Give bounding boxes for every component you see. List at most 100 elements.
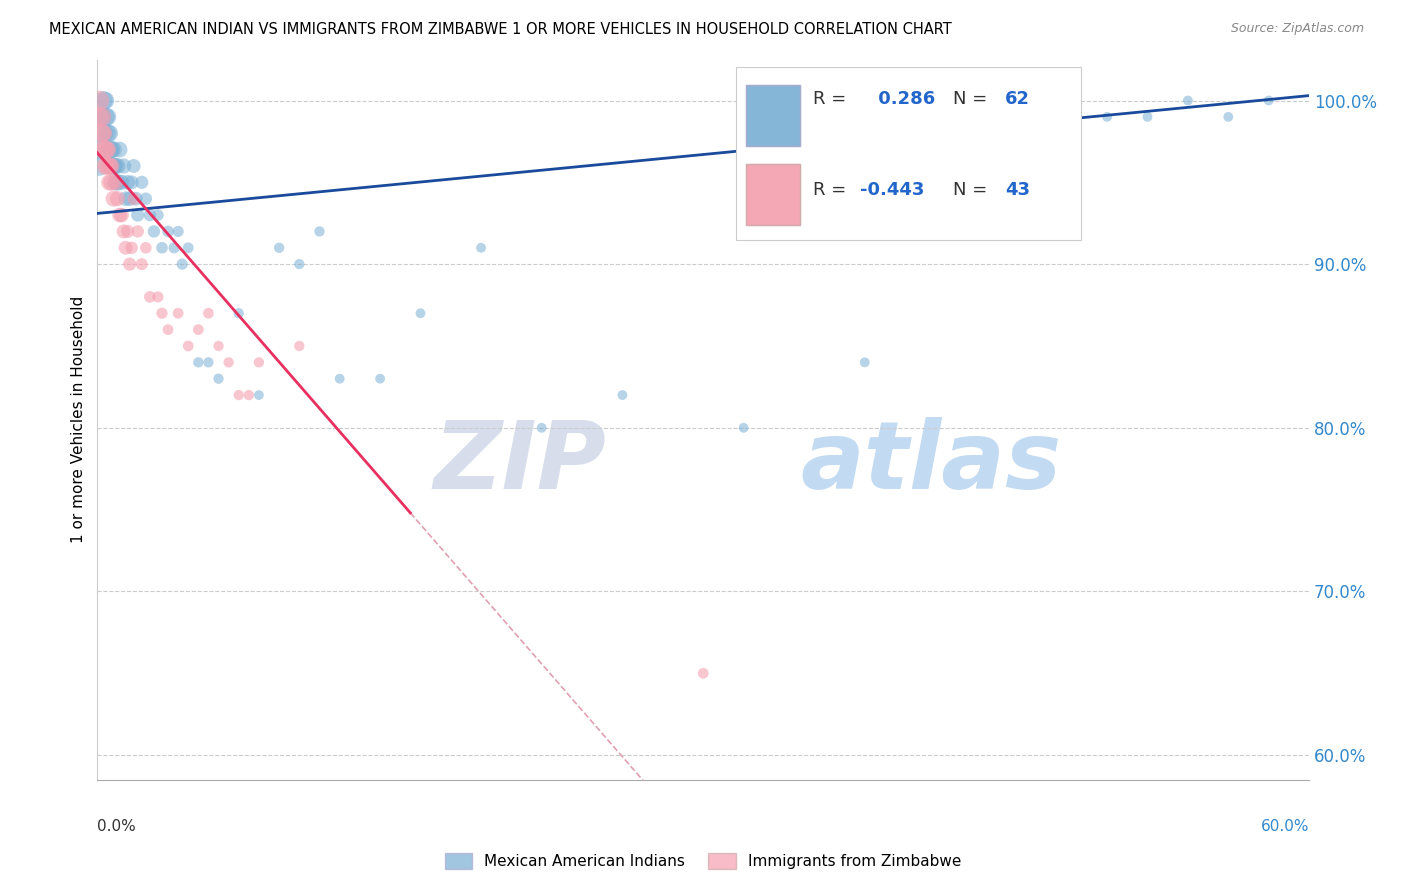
Point — [127, 208, 149, 222]
Point — [218, 355, 240, 369]
FancyBboxPatch shape — [745, 164, 800, 225]
Point — [96, 110, 118, 124]
Point — [163, 241, 186, 255]
Point — [368, 372, 391, 386]
Point — [409, 306, 432, 320]
Point — [90, 143, 112, 157]
Point — [308, 224, 330, 238]
Point — [1218, 110, 1240, 124]
Point — [90, 126, 112, 140]
Point — [89, 110, 111, 124]
Point — [104, 175, 127, 189]
Point — [167, 306, 190, 320]
Point — [118, 257, 141, 271]
Point — [146, 290, 169, 304]
Point — [98, 159, 121, 173]
Text: 62: 62 — [1005, 90, 1031, 108]
Point — [103, 192, 125, 206]
Point — [150, 241, 173, 255]
Point — [288, 339, 311, 353]
Point — [108, 208, 131, 222]
Point — [1177, 94, 1199, 108]
Point — [127, 224, 149, 238]
Point — [107, 159, 129, 173]
Point — [150, 306, 173, 320]
Point — [108, 143, 131, 157]
Point — [197, 306, 219, 320]
Point — [733, 421, 755, 435]
Point — [90, 110, 112, 124]
Point — [142, 224, 165, 238]
Point — [94, 94, 117, 108]
Point — [121, 241, 143, 255]
Point — [100, 175, 122, 189]
Point — [135, 192, 157, 206]
Point — [114, 241, 136, 255]
Point — [107, 175, 129, 189]
Point — [197, 355, 219, 369]
Point — [93, 126, 115, 140]
Text: N =: N = — [953, 90, 993, 108]
Point — [110, 175, 132, 189]
Point — [269, 241, 291, 255]
Point — [146, 208, 169, 222]
Text: R =: R = — [814, 90, 852, 108]
Point — [228, 388, 250, 402]
Text: 60.0%: 60.0% — [1261, 819, 1309, 834]
Text: atlas: atlas — [800, 417, 1062, 508]
Point — [135, 241, 157, 255]
Point — [112, 224, 135, 238]
Point — [89, 94, 111, 108]
Text: 0.0%: 0.0% — [97, 819, 136, 834]
Point — [98, 175, 121, 189]
Point — [131, 257, 153, 271]
Point — [207, 339, 229, 353]
Point — [98, 126, 121, 140]
Point — [96, 126, 118, 140]
Point — [93, 94, 115, 108]
Text: ZIP: ZIP — [433, 417, 606, 508]
Point — [93, 143, 115, 157]
Point — [104, 175, 127, 189]
Point — [121, 175, 143, 189]
Point — [247, 388, 270, 402]
Point — [247, 355, 270, 369]
Point — [131, 175, 153, 189]
Point — [1136, 110, 1159, 124]
Point — [100, 143, 122, 157]
Point — [118, 192, 141, 206]
Point — [117, 224, 139, 238]
Text: -0.443: -0.443 — [859, 181, 924, 199]
Text: 0.286: 0.286 — [872, 90, 935, 108]
Point — [187, 323, 209, 337]
Text: R =: R = — [814, 181, 852, 199]
FancyBboxPatch shape — [745, 85, 800, 146]
Point — [103, 159, 125, 173]
Point — [612, 388, 634, 402]
Point — [89, 159, 111, 173]
Point — [238, 388, 260, 402]
Point — [530, 421, 553, 435]
Legend: Mexican American Indians, Immigrants from Zimbabwe: Mexican American Indians, Immigrants fro… — [439, 847, 967, 875]
Point — [104, 159, 127, 173]
Text: Source: ZipAtlas.com: Source: ZipAtlas.com — [1230, 22, 1364, 36]
Point — [853, 355, 876, 369]
Point — [122, 159, 145, 173]
Point — [110, 208, 132, 222]
FancyBboxPatch shape — [735, 67, 1081, 240]
Point — [103, 143, 125, 157]
Point — [172, 257, 194, 271]
Point — [90, 110, 112, 124]
Point — [94, 143, 117, 157]
Text: N =: N = — [953, 181, 993, 199]
Point — [98, 143, 121, 157]
Point — [122, 192, 145, 206]
Point — [139, 290, 162, 304]
Point — [692, 666, 714, 681]
Point — [125, 192, 148, 206]
Point — [329, 372, 352, 386]
Point — [94, 159, 117, 173]
Point — [96, 143, 118, 157]
Point — [157, 224, 180, 238]
Point — [288, 257, 311, 271]
